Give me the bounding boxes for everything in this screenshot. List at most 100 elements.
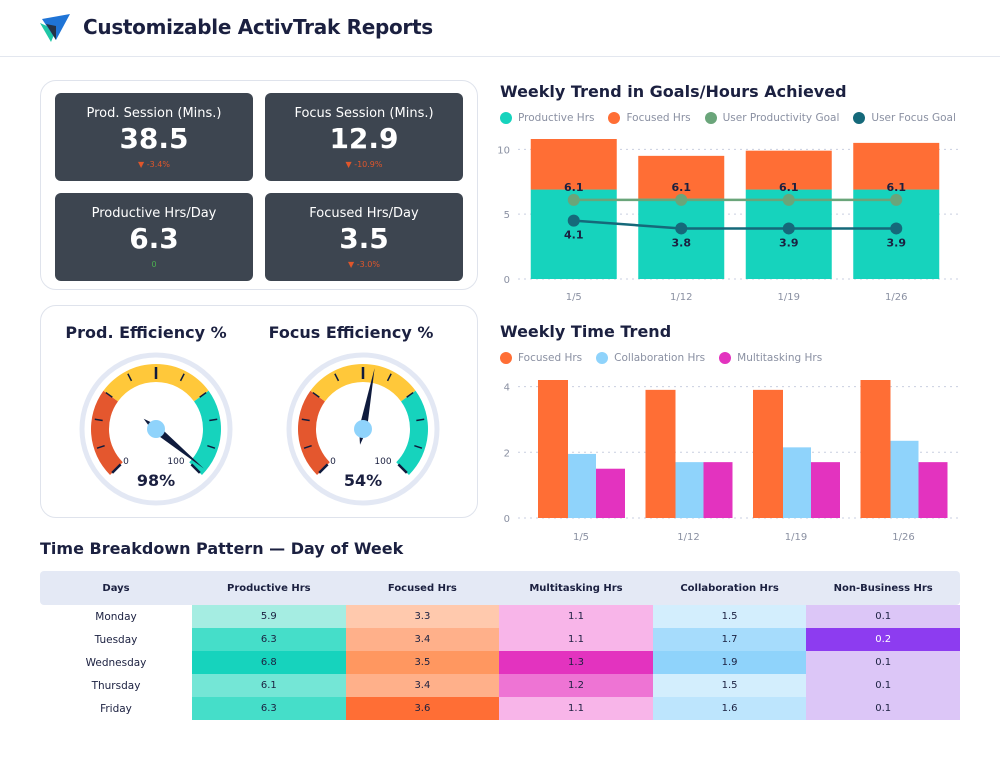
value-cell: 3.3 xyxy=(345,605,500,628)
column-header[interactable]: Productive Hrs xyxy=(192,571,346,605)
data-label: 6.1 xyxy=(672,181,692,194)
gauge-tick xyxy=(111,463,122,474)
day-cell: Wednesday xyxy=(40,651,192,674)
kpi-delta: 0 xyxy=(151,260,157,269)
value-cell: 6.8 xyxy=(192,651,346,674)
table-row: Wednesday 6.8 3.5 1.3 1.9 0.1 xyxy=(40,651,960,674)
efficiency-gauges-panel: Prod. Efficiency % Focus Efficiency % 0 1… xyxy=(40,305,478,518)
value-cell: 1.6 xyxy=(652,697,807,720)
chart-legend-time-trend: Focused Hrs Collaboration Hrs Multitasking… xyxy=(500,352,822,364)
gauge-title-prod: Prod. Efficiency % xyxy=(65,323,227,342)
value-cell: 0.1 xyxy=(806,605,960,628)
chart-legend-goals: Productive Hrs Focused Hrs User Productivi… xyxy=(500,112,956,124)
bar-multitasking-hrs xyxy=(703,462,733,518)
chart-title-goals: Weekly Trend in Goals/Hours Achieved xyxy=(500,82,847,101)
column-header[interactable]: Multitasking Hrs xyxy=(499,571,653,605)
column-header[interactable]: Collaboration Hrs xyxy=(652,571,807,605)
legend-swatch-icon xyxy=(500,352,512,364)
value-cell: 0.1 xyxy=(806,697,960,720)
day-cell: Thursday xyxy=(40,674,192,697)
bar-focused-hrs xyxy=(753,389,783,518)
activtrak-logo-icon xyxy=(40,14,70,42)
gauge-tick xyxy=(179,373,185,382)
value-cell: 3.4 xyxy=(345,628,500,651)
bar-collaboration-hrs xyxy=(568,453,596,518)
x-tick-label: 1/12 xyxy=(670,292,692,303)
legend-swatch-icon xyxy=(704,112,717,124)
bar-focused-hrs xyxy=(853,142,940,190)
legend-item[interactable]: Collaboration Hrs xyxy=(596,352,705,364)
line-point xyxy=(567,214,580,227)
table-row: Friday 6.3 3.6 1.1 1.6 0.1 xyxy=(40,697,960,720)
table-row: Monday 5.9 3.3 1.1 1.5 0.1 xyxy=(40,605,960,628)
column-header[interactable]: Days xyxy=(40,571,192,605)
gauge-tick xyxy=(105,391,113,398)
bar-focused-hrs xyxy=(645,389,676,518)
legend-swatch-icon xyxy=(596,352,609,364)
bar-collaboration-hrs xyxy=(675,462,704,518)
kpi-value: 12.9 xyxy=(329,122,399,155)
gauge-tick xyxy=(96,444,105,449)
value-cell: 6.3 xyxy=(192,628,346,651)
data-label: 3.8 xyxy=(672,236,692,249)
legend-swatch-icon xyxy=(500,112,512,124)
legend-label: User Productivity Goal xyxy=(722,112,840,124)
gauge-min-label: 0 xyxy=(330,457,336,467)
bar-multitasking-hrs xyxy=(811,462,840,518)
line-point xyxy=(782,193,795,206)
legend-item[interactable]: Multitasking Hrs xyxy=(719,352,822,364)
gauge-tick xyxy=(207,444,216,449)
legend-item[interactable]: Focused Hrs xyxy=(500,352,582,364)
kpi-card-focus-session[interactable]: Focus Session (Mins.) 12.9 ▼ -10.9% xyxy=(265,93,463,181)
line-point xyxy=(675,222,688,235)
gauge-title-focus: Focus Efficiency % xyxy=(268,323,434,342)
value-cell: 3.4 xyxy=(345,674,500,697)
legend-item[interactable]: Focused Hrs xyxy=(608,112,691,124)
goals-hours-chart: 0 5 10 1/5 1/12 1/19 1/26 6.1 6.1 6.1 6.1 4.1 3.8 3.9… xyxy=(497,139,960,303)
gauge-tick xyxy=(301,418,310,422)
legend-label: Focused Hrs xyxy=(626,112,691,124)
kpi-card-prod-session[interactable]: Prod. Session (Mins.) 38.5 ▼ -3.4% xyxy=(55,93,253,181)
gauge-hub xyxy=(354,420,372,438)
gauge-tick xyxy=(414,444,423,449)
bar-focused-hrs xyxy=(530,139,617,190)
value-cell: 1.3 xyxy=(499,651,653,674)
table-header-row: Days Productive Hrs Focused Hrs Multitaskin… xyxy=(40,571,960,605)
value-cell: 1.5 xyxy=(652,605,807,628)
legend-item[interactable]: User Focus Goal xyxy=(853,112,956,124)
legend-item[interactable]: Productive Hrs xyxy=(500,112,594,124)
value-cell: 3.6 xyxy=(345,697,500,720)
gauge-tick xyxy=(318,463,329,474)
gauge-band-high xyxy=(189,390,222,475)
bar-focused-hrs xyxy=(745,150,832,190)
kpi-delta: ▼ -10.9% xyxy=(345,160,383,169)
y-tick-label: 10 xyxy=(497,145,510,156)
data-label: 4.1 xyxy=(564,229,584,242)
value-cell: 1.5 xyxy=(652,674,807,697)
legend-item[interactable]: User Productivity Goal xyxy=(704,112,840,124)
kpi-card-productive-hrs[interactable]: Productive Hrs/Day 6.3 0 xyxy=(55,193,253,281)
gauge-value-label: 54% xyxy=(344,471,382,490)
value-cell: 1.1 xyxy=(499,628,653,651)
bar-focused-hrs xyxy=(860,380,891,518)
gauge-ring xyxy=(286,352,440,506)
legend-swatch-icon xyxy=(719,352,732,364)
value-cell: 6.3 xyxy=(192,697,346,720)
kpi-card-focused-hrs[interactable]: Focused Hrs/Day 3.5 ▼ -3.0% xyxy=(265,193,463,281)
gauge-tick xyxy=(94,418,103,422)
gauge-value-label: 98% xyxy=(137,471,175,490)
x-tick-label: 1/5 xyxy=(573,532,589,543)
time-breakdown-table: Days Productive Hrs Focused Hrs Multitaskin… xyxy=(40,571,960,720)
legend-label: Focused Hrs xyxy=(518,352,583,364)
column-header[interactable]: Focused Hrs xyxy=(345,571,500,605)
value-cell: 1.7 xyxy=(652,628,807,651)
table-row: Thursday 6.1 3.4 1.2 1.5 0.1 xyxy=(40,674,960,697)
gauge-tick xyxy=(190,463,201,474)
legend-label: User Focus Goal xyxy=(871,112,956,124)
line-user-focus-goal xyxy=(573,219,897,230)
day-cell: Friday xyxy=(40,697,192,720)
gauge-hub xyxy=(147,420,165,438)
value-cell: 1.1 xyxy=(499,697,653,720)
gauge-tick xyxy=(334,373,340,382)
column-header[interactable]: Non-Business Hrs xyxy=(806,571,960,605)
